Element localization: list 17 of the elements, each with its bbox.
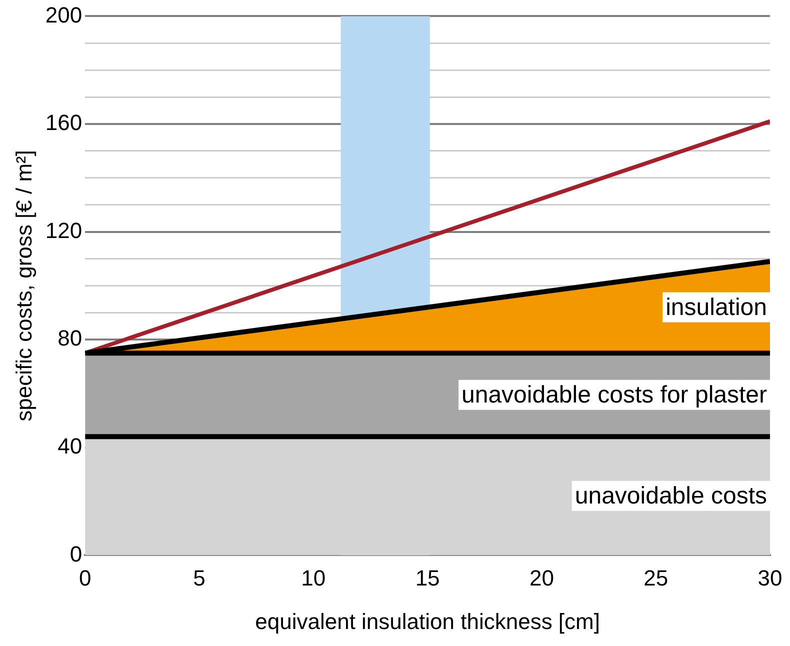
x-axis-title: equivalent insulation thickness [cm]	[255, 608, 600, 634]
y-tick-label: 200	[45, 2, 82, 28]
x-tick-label: 25	[644, 565, 668, 590]
x-tick-label: 10	[301, 565, 326, 590]
x-tick-label: 30	[758, 565, 782, 590]
x-tick-label: 20	[529, 565, 554, 590]
series-label: unavoidable costs	[574, 482, 768, 510]
y-tick-label: 120	[45, 218, 82, 243]
series-label: insulation	[666, 294, 768, 321]
x-tick-label: 5	[193, 565, 206, 590]
series-label: unavoidable costs for plaster	[461, 381, 768, 408]
y-axis-title: specific costs, gross [€ / m²]	[11, 150, 36, 422]
y-tick-label: 160	[45, 110, 82, 136]
y-tick-label: 0	[70, 541, 82, 566]
x-tick-label: 15	[415, 565, 440, 590]
y-tick-label: 40	[58, 433, 82, 458]
y-tick-label: 80	[58, 326, 82, 351]
